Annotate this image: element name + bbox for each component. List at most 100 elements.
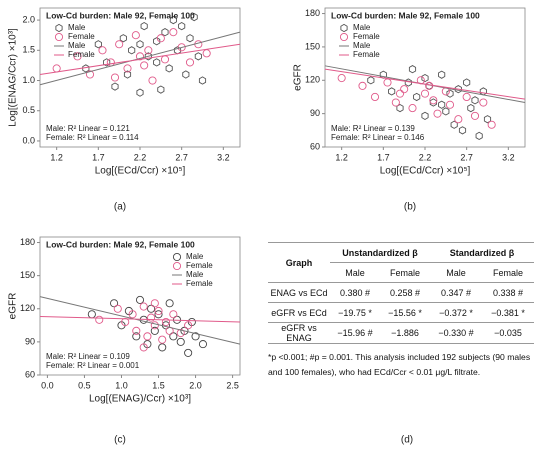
point [433, 109, 442, 118]
point [169, 310, 178, 319]
legend-label: Female [353, 32, 380, 41]
y-tick-label: 1.0 [22, 75, 35, 85]
point [446, 89, 454, 98]
plot-frame [324, 7, 526, 148]
table-subheader: Female [482, 262, 534, 283]
x-axis-label: Log[(ECd/Ccr) ×10⁵] [95, 166, 186, 177]
x-tick-label: 3.2 [502, 152, 515, 162]
x-tick-label: 0.5 [78, 380, 91, 390]
fit-line [39, 296, 241, 345]
legend-label: Female [68, 50, 95, 59]
point [487, 120, 496, 129]
point [438, 100, 446, 109]
x-tick-label: 1.2 [335, 152, 348, 162]
table-cell: −15.56 * [380, 302, 430, 323]
caption: (c) [114, 435, 126, 446]
table-cell: −0.330 # [430, 322, 482, 344]
point [194, 52, 202, 61]
legend-marker [172, 252, 182, 262]
point [400, 85, 409, 94]
point [154, 310, 163, 319]
table-subheader: Male [330, 262, 380, 283]
fit-line [324, 68, 526, 100]
legend-marker [55, 23, 63, 33]
point [454, 85, 462, 94]
point [165, 64, 173, 73]
y-tick-label: 150 [20, 270, 35, 280]
legend-label: Male [68, 41, 86, 50]
y-tick-label: 0.0 [22, 135, 35, 145]
point [479, 98, 488, 107]
point [367, 76, 375, 85]
point [370, 92, 380, 102]
point [438, 70, 446, 79]
point [135, 52, 145, 61]
point [147, 313, 156, 322]
x-tick-label: 2.0 [189, 380, 202, 390]
point [395, 89, 405, 98]
point [156, 34, 165, 43]
point [148, 76, 157, 85]
x-tick-label: 0.0 [41, 380, 54, 390]
point [191, 332, 200, 341]
point [73, 52, 82, 61]
y-tick-label: 120 [305, 75, 320, 85]
legend-label: Male [68, 23, 86, 32]
x-tick-label: 1.7 [92, 152, 105, 162]
legend-label: Male [186, 270, 204, 279]
point [445, 100, 455, 109]
point [186, 34, 194, 43]
point [184, 321, 193, 330]
annotation: Male: R² Linear = 0.139 [331, 124, 415, 133]
table-subheader: Male [430, 262, 482, 283]
table-cell: −1.886 [380, 322, 430, 344]
table-cell: −19.75 * [330, 302, 380, 323]
stats-table: Graph Unstandardized β Standardized β Ma… [268, 242, 534, 344]
point [454, 115, 463, 124]
point [132, 332, 141, 341]
point [177, 43, 186, 52]
caption: (a) [114, 202, 126, 213]
legend-marker [54, 32, 64, 42]
point [123, 70, 132, 79]
point [190, 12, 198, 22]
legend-label: Male [186, 252, 204, 261]
chart-title: Low-Cd burden: Male 92, Female 100 [46, 10, 195, 20]
point [358, 81, 367, 90]
footnote-line: and 100 females), who had ECd/Ccr < 0.01… [268, 367, 481, 377]
y-tick-label: 90 [310, 108, 320, 118]
point [85, 70, 95, 79]
annotation: Female: R² Linear = 0.001 [46, 361, 140, 370]
y-tick-label: 60 [310, 141, 320, 151]
point [388, 87, 396, 96]
legend-label: Female [186, 279, 213, 288]
point [135, 295, 145, 304]
point [463, 78, 471, 87]
y-axis-label: eGFR [293, 64, 304, 91]
point [131, 31, 140, 40]
plot-frame [39, 7, 241, 148]
point [128, 310, 137, 319]
y-tick-label: 180 [20, 237, 35, 247]
point [115, 40, 124, 49]
legend-marker [339, 32, 349, 42]
footnote: *p <0.001; #p = 0.001. This analysis inc… [268, 350, 548, 380]
point [408, 104, 417, 113]
legend-label: Male [353, 41, 371, 50]
x-tick-label: 3.2 [217, 152, 230, 162]
point [483, 115, 492, 124]
point [429, 96, 438, 105]
table-cell: 0.347 # [430, 282, 482, 303]
x-tick-label: 1.5 [152, 380, 165, 390]
table-cell: 0.380 # [330, 282, 380, 303]
point [111, 82, 119, 91]
legend-label: Male [353, 23, 371, 32]
point [420, 89, 430, 98]
point [140, 22, 148, 31]
point [136, 40, 144, 49]
point [103, 58, 111, 67]
point [153, 58, 161, 67]
point [198, 76, 207, 85]
